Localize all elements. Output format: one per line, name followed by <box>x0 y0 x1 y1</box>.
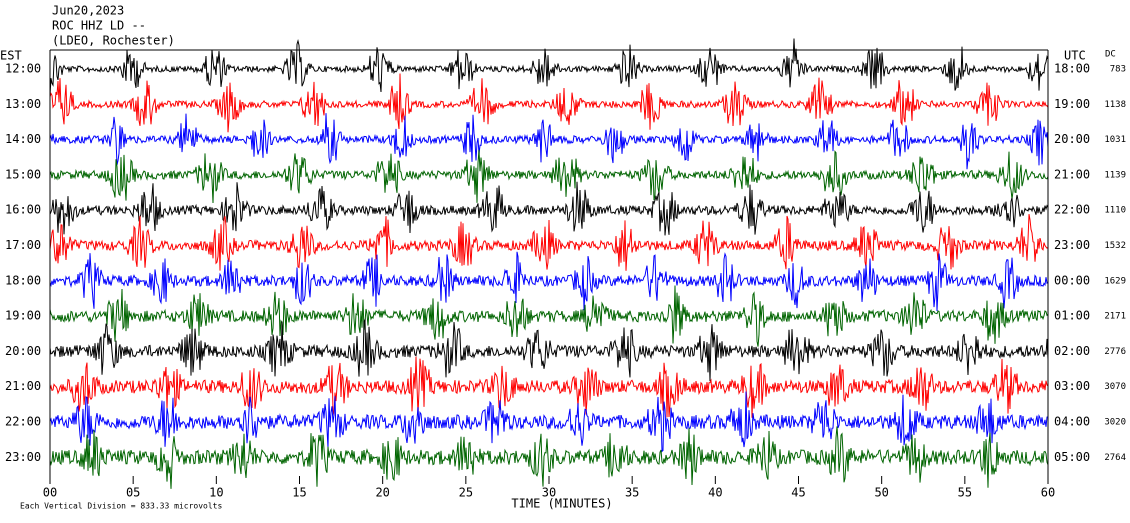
dc-value: 2764 <box>1104 453 1126 463</box>
dc-value: 1629 <box>1104 276 1126 286</box>
utc-label: 20:00 <box>1054 132 1090 146</box>
dc-value: 783 <box>1110 65 1126 75</box>
est-label: 14:00 <box>5 132 41 146</box>
est-label: 13:00 <box>5 97 41 111</box>
x-axis-label: TIME (MINUTES) <box>511 497 612 511</box>
x-tick-label: 00 <box>43 486 57 500</box>
utc-label: 22:00 <box>1054 203 1090 217</box>
dc-value: 1138 <box>1104 100 1126 110</box>
x-tick-label: 25 <box>459 486 473 500</box>
dc-value: 2776 <box>1104 347 1126 357</box>
est-label: 16:00 <box>5 203 41 217</box>
seismic-trace <box>49 214 1049 271</box>
dc-value: 1031 <box>1104 135 1126 145</box>
traces <box>49 38 1049 489</box>
dc-label: DC <box>1105 50 1116 60</box>
dc-value: 2171 <box>1104 312 1126 322</box>
x-tick-label: 15 <box>292 486 306 500</box>
utc-label: 21:00 <box>1054 167 1090 181</box>
x-tick-label: 60 <box>1041 486 1055 500</box>
x-tick-label: 30 <box>542 486 556 500</box>
x-tick-label: 05 <box>126 486 140 500</box>
x-tick-label: 35 <box>625 486 639 500</box>
seismic-trace <box>49 113 1049 170</box>
seismic-trace <box>49 149 1049 204</box>
seismic-trace <box>49 181 1049 236</box>
utc-label: 04:00 <box>1054 415 1090 429</box>
left-label: EST <box>0 49 22 63</box>
est-label: 19:00 <box>5 309 41 323</box>
seismic-trace <box>49 391 1049 453</box>
dc-value: 1532 <box>1104 241 1126 251</box>
x-tick-label: 45 <box>791 486 805 500</box>
x-tick-label: 55 <box>958 486 972 500</box>
date: Jun20,2023 <box>52 4 124 18</box>
dc-value: 1139 <box>1104 170 1126 180</box>
location: (LDEO, Rochester) <box>52 34 175 48</box>
utc-label: 02:00 <box>1054 344 1090 358</box>
seismic-trace <box>49 317 1049 382</box>
seismic-trace <box>49 73 1049 133</box>
est-label: 17:00 <box>5 238 41 252</box>
x-tick-label: 40 <box>708 486 722 500</box>
right-label: UTC <box>1064 49 1086 63</box>
seismic-trace <box>49 356 1049 418</box>
utc-label: 01:00 <box>1054 309 1090 323</box>
x-tick-label: 20 <box>375 486 389 500</box>
utc-label: 23:00 <box>1054 238 1090 252</box>
est-label: 23:00 <box>5 450 41 464</box>
seismic-trace <box>49 251 1049 312</box>
dc-value: 3020 <box>1104 418 1126 428</box>
utc-label: 19:00 <box>1054 97 1090 111</box>
utc-label: 18:00 <box>1054 62 1090 76</box>
est-label: 15:00 <box>5 167 41 181</box>
utc-label: 00:00 <box>1054 273 1090 287</box>
est-label: 22:00 <box>5 415 41 429</box>
x-tick-label: 10 <box>209 486 223 500</box>
seismic-trace <box>49 38 1049 96</box>
dc-value: 1110 <box>1104 206 1126 216</box>
utc-label: 03:00 <box>1054 379 1090 393</box>
est-label: 21:00 <box>5 379 41 393</box>
x-tick-label: 50 <box>874 486 888 500</box>
est-label: 18:00 <box>5 273 41 287</box>
station: ROC HHZ LD -- <box>52 19 146 33</box>
footer: Each Vertical Division = 833.33 microvol… <box>20 502 222 511</box>
seismic-trace <box>49 285 1049 347</box>
est-label: 12:00 <box>5 62 41 76</box>
dc-value: 3070 <box>1104 382 1126 392</box>
est-label: 20:00 <box>5 344 41 358</box>
seismic-trace <box>49 426 1049 489</box>
utc-label: 05:00 <box>1054 450 1090 464</box>
